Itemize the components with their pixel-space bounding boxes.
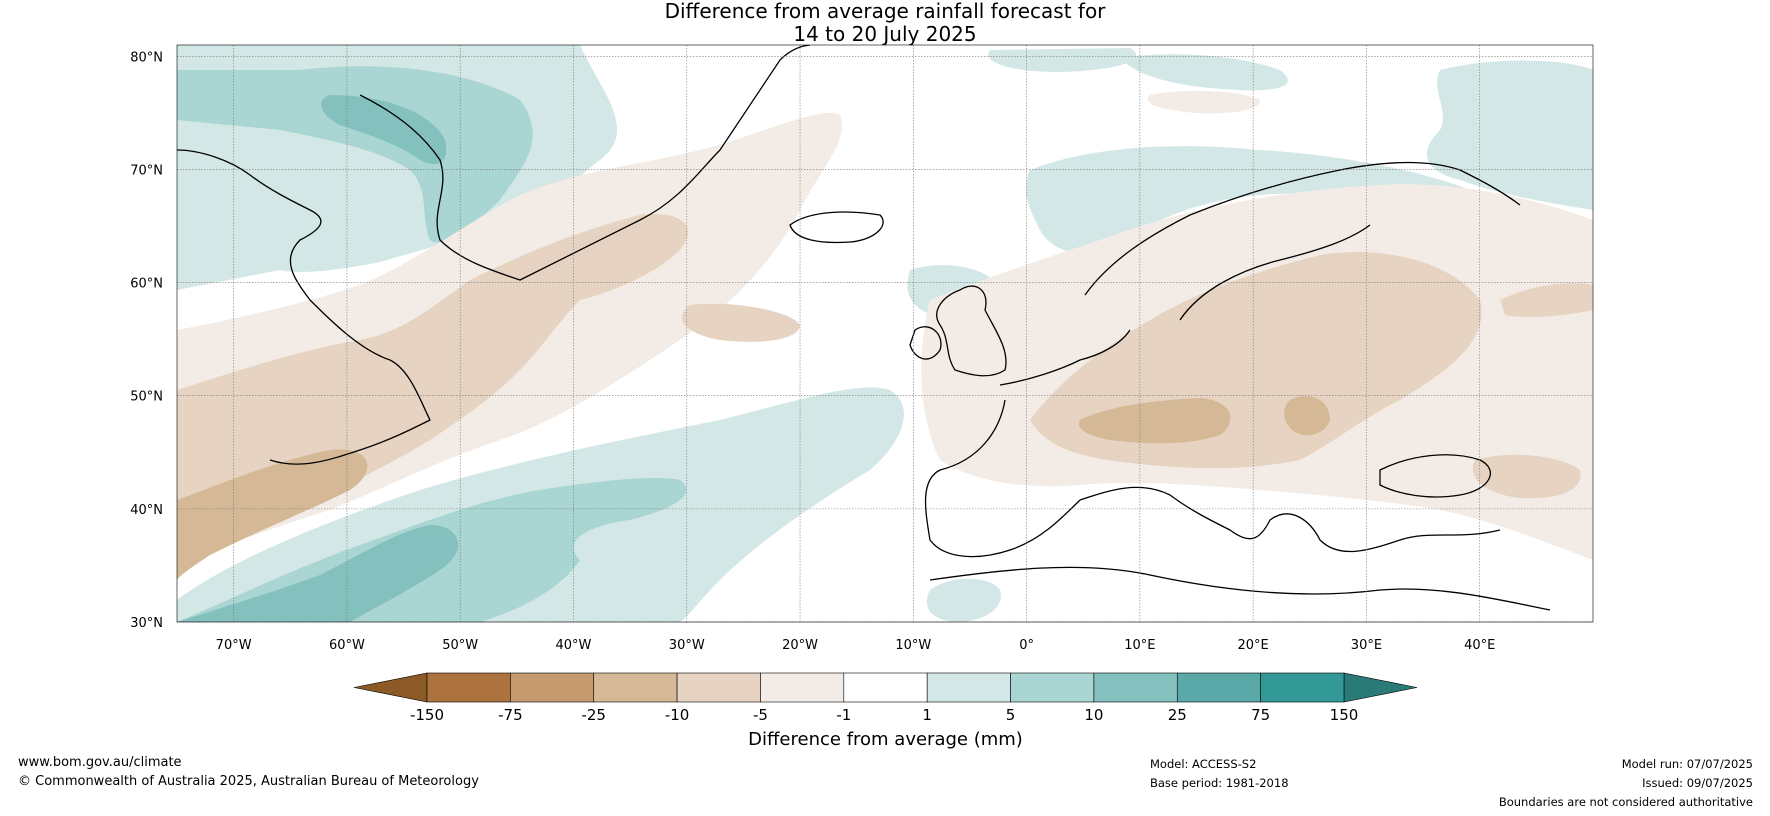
map-title: Difference from average rainfall forecas… xyxy=(0,0,1770,46)
lon-tick-label: 20°W xyxy=(782,638,818,653)
colorbar-tick-label: 150 xyxy=(1330,706,1359,724)
dry-region-volga xyxy=(1500,283,1593,318)
colorbar-tick-label: 1 xyxy=(922,706,932,724)
colorbar-tick-label: -5 xyxy=(753,706,768,724)
coastline-greenland xyxy=(359,45,811,281)
coastline-western-europe xyxy=(924,329,1131,558)
colorbar: -150 -75 -25 -10 -5 -1 1 5 10 25 75 150 Difference f… xyxy=(353,672,1418,750)
dry-region-azores xyxy=(681,303,800,342)
title-line-1: Difference from average rainfall forecas… xyxy=(664,0,1106,23)
dry-region-arctic xyxy=(1147,90,1261,114)
anomaly-shading xyxy=(177,45,1593,622)
lon-tick-label: 40°W xyxy=(556,638,592,653)
colorbar-bin xyxy=(676,672,761,703)
coastline-mediterranean xyxy=(929,486,1551,611)
dry-region-alps-core xyxy=(1079,398,1231,444)
lat-tick-label: 60°N xyxy=(130,277,163,292)
lat-tick-label: 80°N xyxy=(130,50,163,65)
colorbar-bin xyxy=(1260,672,1345,703)
lon-tick-label: 0° xyxy=(1019,638,1034,653)
footer-issued: Issued: 09/07/2025 xyxy=(1642,776,1753,790)
colorbar-bin xyxy=(1093,672,1178,703)
lon-tick-label: 40°E xyxy=(1464,638,1495,653)
dry-region-labrador-core xyxy=(177,449,368,580)
colorbar-tick-label: -150 xyxy=(410,706,444,724)
footer-left: www.bom.gov.au/climate © Commonwealth of… xyxy=(18,753,479,791)
colorbar-extend-over xyxy=(1343,672,1418,703)
coastline-black-sea xyxy=(1379,454,1492,498)
lat-tick-label: 50°N xyxy=(130,390,163,405)
colorbar-tick-label: -75 xyxy=(498,706,523,724)
dry-region-black-sea xyxy=(1472,454,1581,499)
lat-gridlines: 30°N 40°N 50°N 60°N 70°N 80°N xyxy=(130,50,1593,631)
colorbar-bin xyxy=(760,672,845,703)
footer-base-period: Base period: 1981-2018 xyxy=(1150,776,1289,790)
lon-gridlines: 70°W 60°W 50°W 40°W 30°W 20°W 10°W 0° 10°E 20°E 30… xyxy=(216,45,1495,653)
lon-tick-label: 10°W xyxy=(895,638,931,653)
colorbar-tick-label: -10 xyxy=(665,706,690,724)
footer-copyright: © Commonwealth of Australia 2025, Austra… xyxy=(18,774,479,789)
footer-website: www.bom.gov.au/climate xyxy=(18,755,182,770)
colorbar-bin xyxy=(1176,672,1261,703)
lon-tick-label: 60°W xyxy=(329,638,365,653)
lat-tick-label: 70°N xyxy=(130,163,163,178)
coastline-canadian-arctic xyxy=(177,149,431,465)
wet-region-barents xyxy=(1426,60,1593,210)
colorbar-tick-label: -25 xyxy=(581,706,606,724)
colorbar-bin xyxy=(426,672,511,703)
coastline-iceland xyxy=(789,211,884,244)
colorbar-title: Difference from average (mm) xyxy=(748,729,1023,750)
coastline-british-isles xyxy=(909,285,1007,377)
lon-tick-label: 30°W xyxy=(669,638,705,653)
colorbar-bin xyxy=(593,672,678,703)
wet-region-arctic-east xyxy=(988,48,1137,72)
footer-model-run: Model run: 07/07/2025 xyxy=(1621,757,1753,771)
colorbar-bin xyxy=(926,672,1011,703)
lon-tick-label: 50°W xyxy=(442,638,478,653)
footer-model: Model: ACCESS-S2 xyxy=(1150,757,1257,771)
colorbar-tick-label: 10 xyxy=(1084,706,1103,724)
map-border xyxy=(176,44,1594,623)
coastline-scandinavia xyxy=(1084,161,1521,321)
wet-region-greenland-mid xyxy=(177,66,533,243)
colorbar-tick-label: 5 xyxy=(1006,706,1016,724)
colorbar-tick-label: -1 xyxy=(836,706,851,724)
colorbar-bin xyxy=(843,672,928,703)
lon-tick-label: 70°W xyxy=(216,638,252,653)
lat-tick-label: 30°N xyxy=(130,616,163,631)
colorbar-extend-under xyxy=(353,672,428,703)
wet-region-greenland-core xyxy=(321,95,447,164)
wet-region-svalbard xyxy=(1120,54,1288,91)
footer-disclaimer: Boundaries are not considered authoritat… xyxy=(1498,795,1753,809)
colorbar-tick-label: 75 xyxy=(1251,706,1270,724)
colorbar-bin xyxy=(510,672,595,703)
footer-model-info: Model: ACCESS-S2 Base period: 1981-2018 xyxy=(1150,755,1289,793)
lon-tick-label: 10°E xyxy=(1124,638,1155,653)
coastlines xyxy=(177,45,1551,611)
title-line-2: 14 to 20 July 2025 xyxy=(793,22,977,46)
lat-tick-label: 40°N xyxy=(130,503,163,518)
dry-region-hungary-core xyxy=(1284,396,1330,436)
lon-tick-label: 30°E xyxy=(1351,638,1382,653)
wet-region-subtropical-atlantic-core xyxy=(177,525,459,622)
colorbar-tick-label: 25 xyxy=(1168,706,1187,724)
colorbar-bin xyxy=(1010,672,1095,703)
lon-tick-label: 20°E xyxy=(1238,638,1269,653)
wet-region-north-africa xyxy=(926,578,1001,622)
footer-run-info: Model run: 07/07/2025 Issued: 09/07/2025… xyxy=(1499,755,1753,812)
